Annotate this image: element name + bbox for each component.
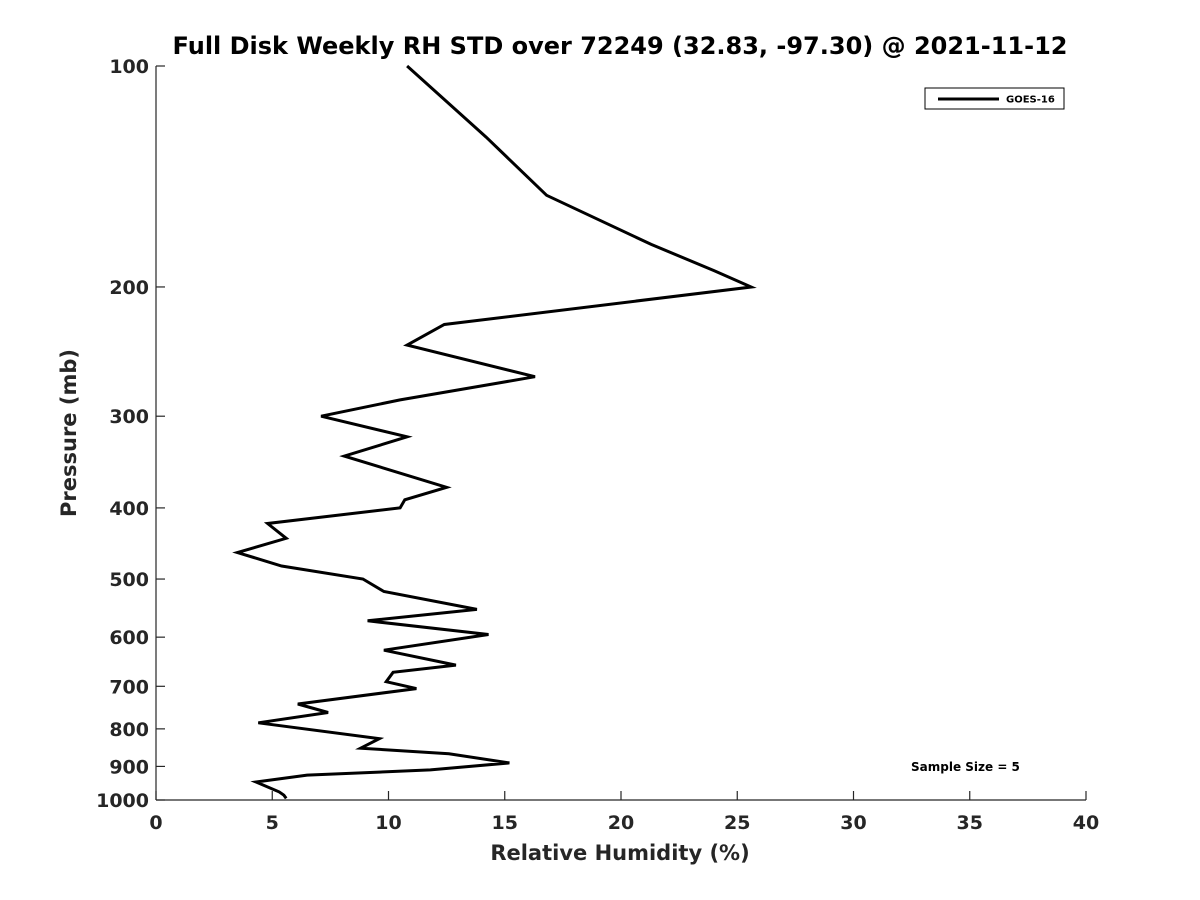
- y-tick-label: 700: [109, 676, 149, 698]
- plot-axes: 0 5 10 15 20 25 30 35 40 100 200 300 400 500 600 700 800…: [96, 56, 1099, 834]
- x-tick-label: 25: [724, 812, 750, 834]
- x-tick-label: 30: [840, 812, 866, 834]
- y-axis-label: Pressure (mb): [57, 349, 81, 517]
- series-layer: [232, 64, 757, 800]
- series-line-goes-16: [232, 64, 757, 800]
- y-tick-label: 100: [109, 56, 149, 78]
- x-tick-label: 15: [492, 812, 518, 834]
- y-tick-label: 400: [109, 498, 149, 520]
- y-tick-label: 200: [109, 277, 149, 299]
- x-tick-label: 5: [266, 812, 279, 834]
- y-tick-label: 300: [109, 406, 149, 428]
- chart-title: Full Disk Weekly RH STD over 72249 (32.8…: [173, 32, 1068, 60]
- y-tick-label: 600: [109, 627, 149, 649]
- sample-size-annotation: Sample Size = 5: [911, 760, 1020, 774]
- x-axis-label: Relative Humidity (%): [490, 841, 749, 865]
- y-tick-label: 900: [109, 756, 149, 778]
- x-tick-label: 20: [608, 812, 634, 834]
- x-tick-label: 0: [149, 812, 162, 834]
- x-tick-label: 40: [1073, 812, 1099, 834]
- legend: GOES-16: [924, 87, 1065, 110]
- y-tick-label: 500: [109, 569, 149, 591]
- legend-label-goes-16: GOES-16: [1006, 95, 1055, 106]
- x-tick-label: 10: [375, 812, 401, 834]
- y-tick-label: 800: [109, 719, 149, 741]
- y-tick-label: 1000: [96, 790, 149, 812]
- x-tick-label: 35: [957, 812, 983, 834]
